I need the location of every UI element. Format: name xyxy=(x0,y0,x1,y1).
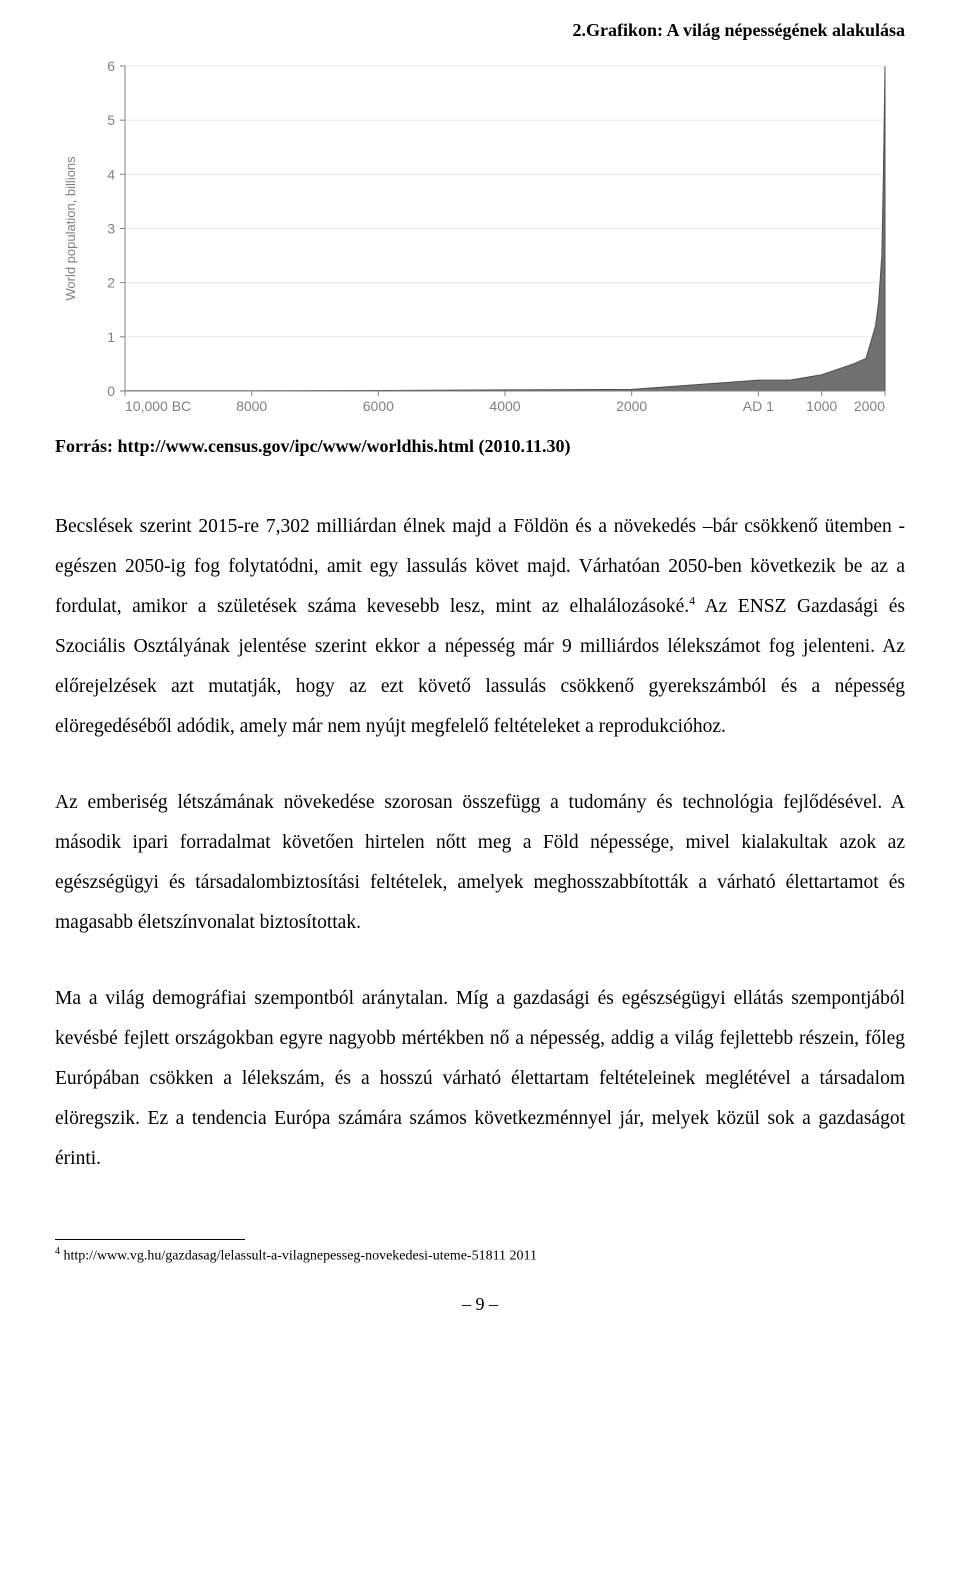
figure-source: Forrás: http://www.census.gov/ipc/www/wo… xyxy=(55,436,905,457)
footnote-4: 4 http://www.vg.hu/gazdasag/lelassult-a-… xyxy=(55,1246,905,1265)
svg-text:4000: 4000 xyxy=(489,398,520,414)
svg-text:2000: 2000 xyxy=(854,398,885,414)
svg-text:0: 0 xyxy=(107,383,115,399)
svg-text:5: 5 xyxy=(107,112,115,128)
page-number: – 9 – xyxy=(55,1294,905,1315)
footnote-rule xyxy=(55,1239,245,1240)
paragraph-1b: Az ENSZ Gazdasági és Szociális Osztályán… xyxy=(55,596,905,737)
population-chart: 0 1 2 3 4 5 6 10,000 BC 8000 6000 4000 2000 AD 1 1000… xyxy=(55,56,905,426)
page-number-value: 9 xyxy=(476,1294,485,1314)
figure-title: 2.Grafikon: A világ népességének alakulá… xyxy=(55,20,905,41)
svg-text:6000: 6000 xyxy=(363,398,394,414)
svg-text:6: 6 xyxy=(107,58,115,74)
paragraph-3: Ma a világ demográfiai szempontból arány… xyxy=(55,979,905,1179)
svg-text:8000: 8000 xyxy=(236,398,267,414)
svg-text:1000: 1000 xyxy=(806,398,837,414)
paragraph-1: Becslések szerint 2015-re 7,302 milliárd… xyxy=(55,507,905,747)
svg-text:AD 1: AD 1 xyxy=(743,398,774,414)
svg-text:10,000 BC: 10,000 BC xyxy=(125,398,191,414)
svg-text:4: 4 xyxy=(107,166,115,182)
svg-text:1: 1 xyxy=(107,329,115,345)
body-text: Becslések szerint 2015-re 7,302 milliárd… xyxy=(55,507,905,1179)
svg-text:2: 2 xyxy=(107,275,115,291)
paragraph-2: Az emberiség létszámának növekedése szor… xyxy=(55,783,905,943)
svg-text:2000: 2000 xyxy=(616,398,647,414)
footnote-text: http://www.vg.hu/gazdasag/lelassult-a-vi… xyxy=(60,1248,537,1263)
svg-text:3: 3 xyxy=(107,221,115,237)
svg-text:World population, billions: World population, billions xyxy=(63,156,78,301)
